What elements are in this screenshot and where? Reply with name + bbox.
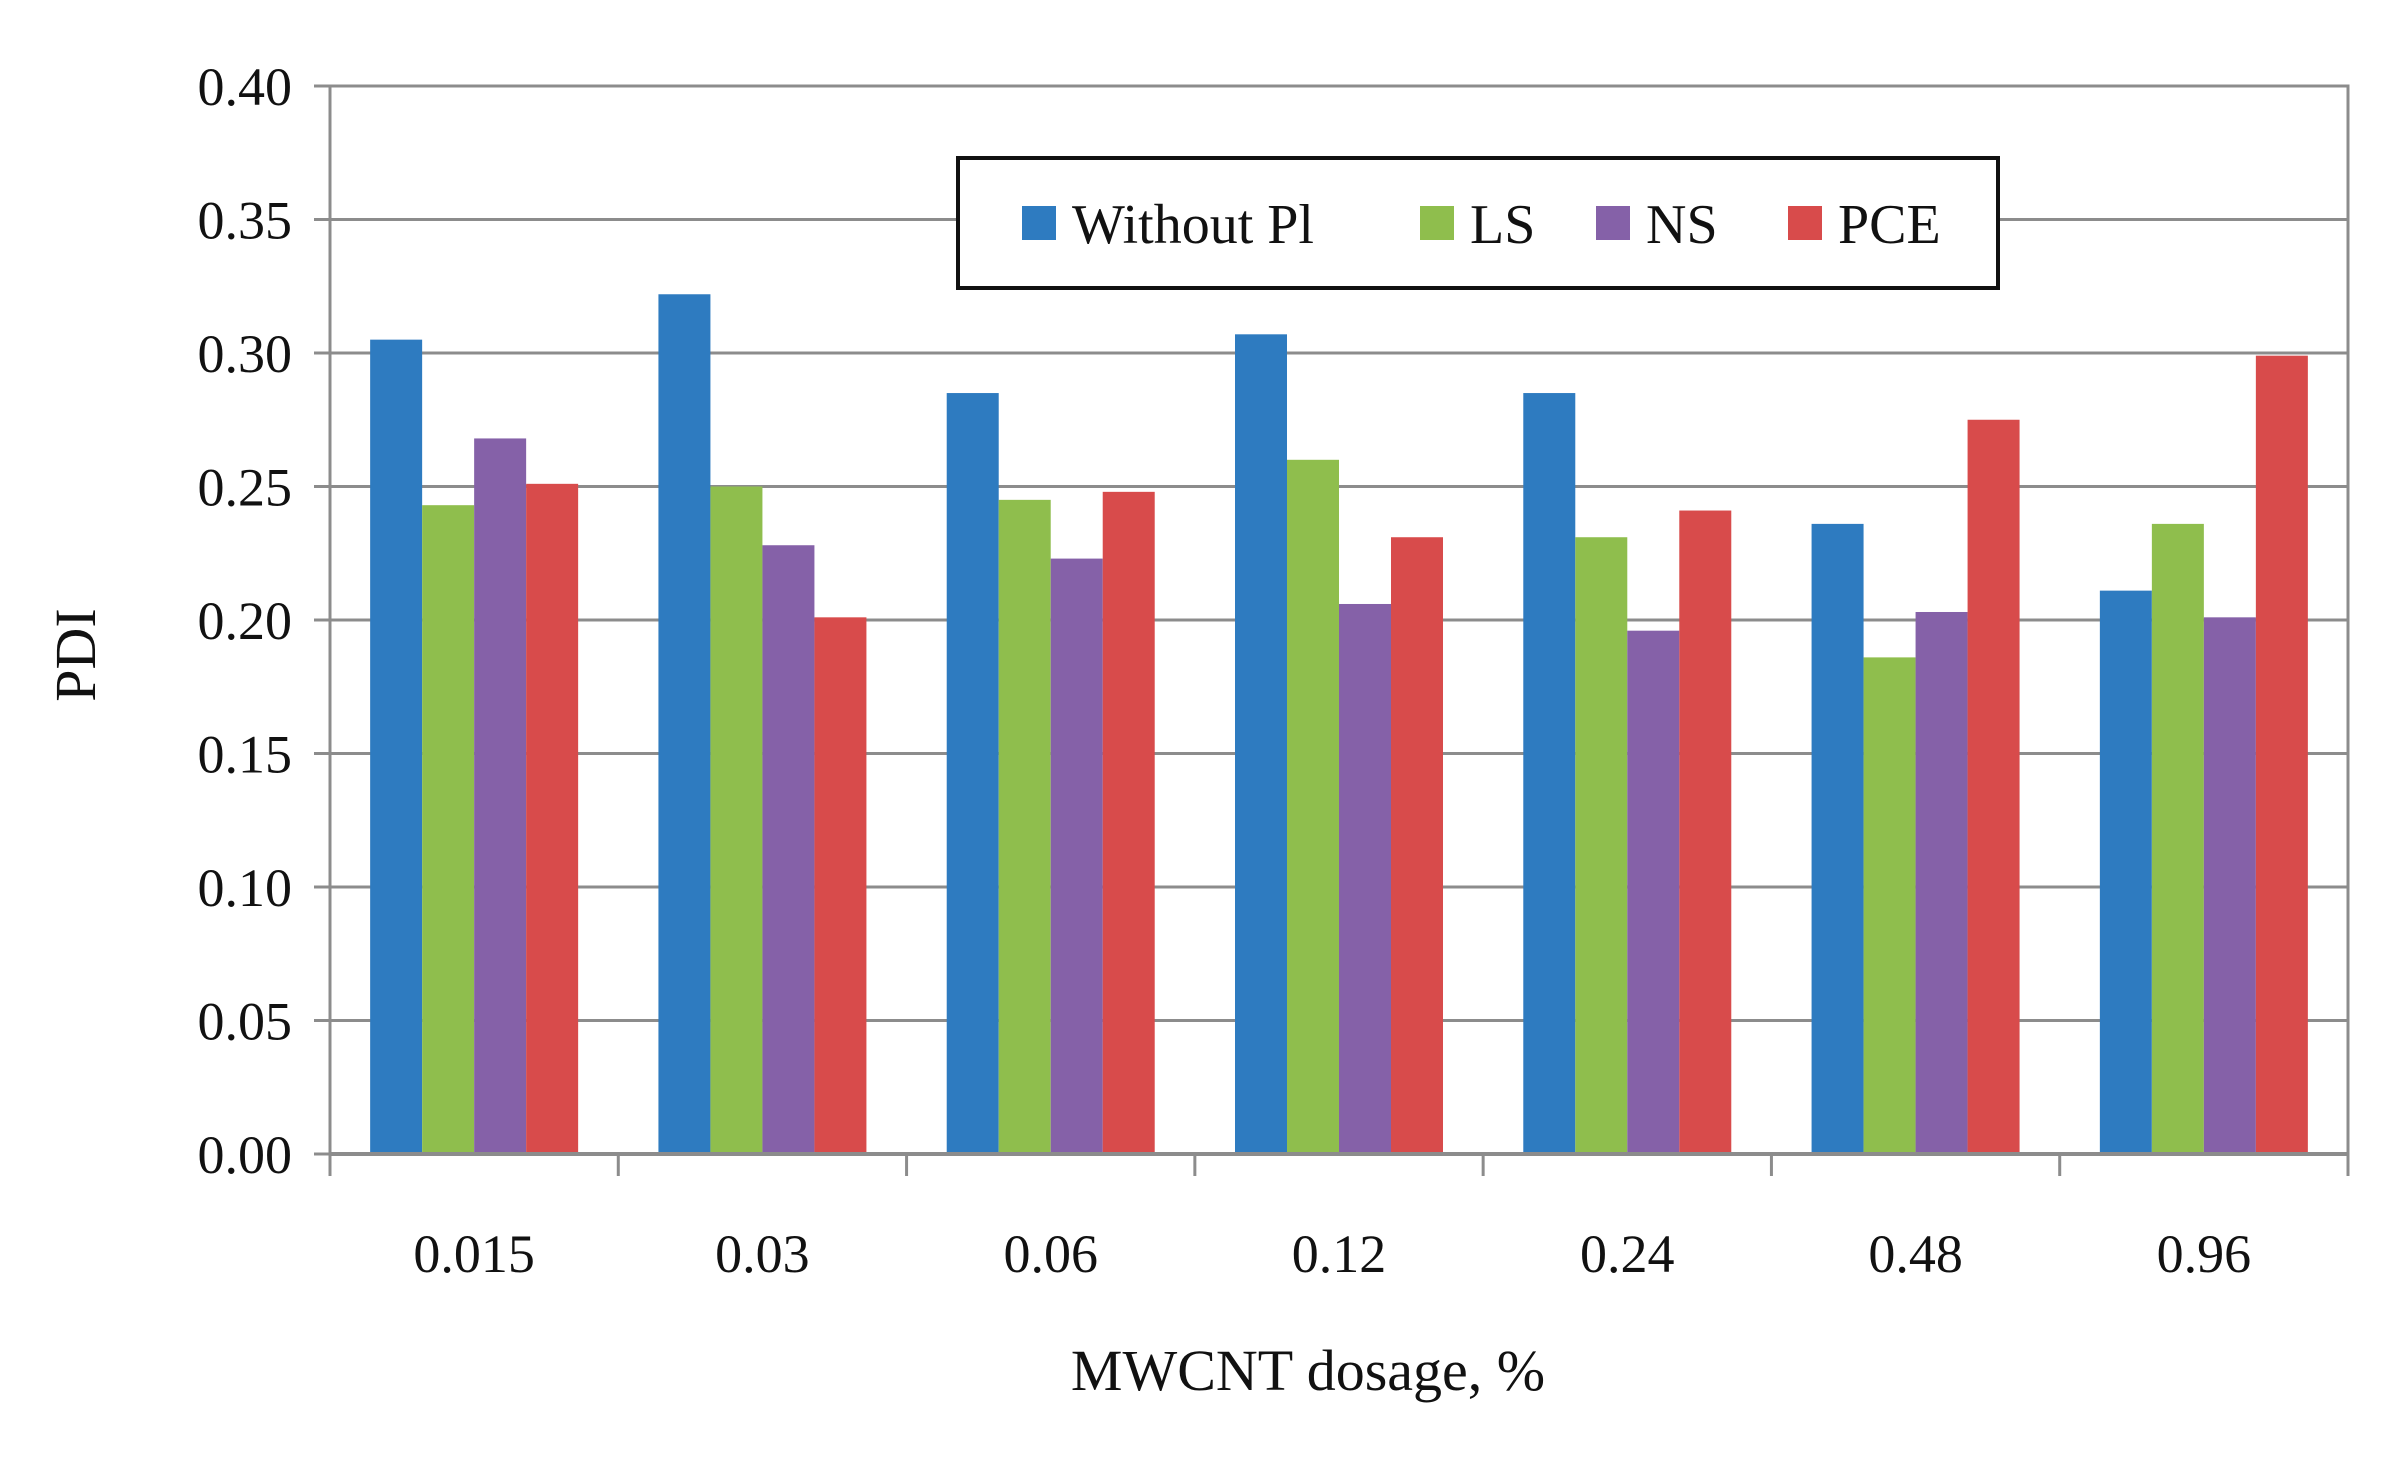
bar-ls-0.015 [422,505,475,1154]
bar-ns-0.06 [1050,558,1103,1154]
legend-swatch-without-pl [1022,206,1056,240]
bar-ns-0.12 [1339,603,1391,1154]
bar-without-pl-0.06 [946,393,999,1154]
bar-without-pl-0.48 [1811,523,1864,1154]
x-tick-label: 0.12 [1292,1224,1387,1284]
bar-pce-0.48 [1967,419,2020,1154]
bar-pce-0.24 [1679,510,1732,1154]
axes [314,84,2350,1176]
x-tick-label: 0.48 [1868,1224,1963,1284]
bar-pce-0.06 [1102,491,1155,1155]
bar-ls-0.03 [710,486,763,1154]
y-tick-label: 0.15 [198,725,293,785]
bar-ls-0.96 [2151,523,2204,1154]
bar-ls-0.06 [998,499,1051,1155]
y-tick-label: 0.05 [198,992,293,1052]
bar-ls-0.12 [1287,459,1339,1154]
bar-without-pl-0.03 [658,294,711,1154]
y-tick-label: 0.25 [198,458,293,518]
x-tick-label: 0.96 [2157,1224,2252,1284]
x-tick-label: 0.06 [1003,1224,1098,1284]
tick-labels: 0.00 0.05 0.10 0.15 0.20 0.25 0.30 0.35 0.40 0.01… [198,57,2252,1284]
bar-without-pl-0.96 [2099,590,2152,1154]
bar-ns-0.48 [1915,611,1968,1154]
legend-label-pce: PCE [1838,194,1941,256]
bar-ls-0.48 [1863,657,1916,1154]
legend-swatch-pce [1788,206,1822,240]
x-tick-label: 0.24 [1580,1224,1675,1284]
bar-without-pl-0.12 [1235,334,1287,1154]
y-tick-label: 0.10 [198,858,293,918]
bar-ns-0.015 [474,438,527,1154]
bars [370,294,2308,1155]
x-axis-title: MWCNT dosage, % [1071,1338,1545,1403]
y-tick-label: 0.40 [198,57,293,117]
y-axis-title: PDI [43,608,108,701]
y-tick-label: 0.00 [198,1125,293,1185]
bar-pce-0.03 [814,617,867,1154]
legend-label-ls: LS [1470,194,1535,256]
bar-pce-0.015 [526,483,579,1155]
legend-label-without-pl: Without Pl [1072,194,1314,256]
legend-label-ns: NS [1646,194,1718,256]
y-tick-label: 0.30 [198,324,293,384]
bar-ls-0.24 [1575,537,1628,1154]
legend: Without Pl LS NS PCE [956,156,2000,290]
x-tick-label: 0.015 [413,1224,535,1284]
bar-ns-0.24 [1627,630,1680,1154]
legend-swatch-ls [1420,206,1454,240]
y-tick-label: 0.20 [198,591,293,651]
bar-pce-0.12 [1391,537,1443,1154]
y-tick-label: 0.35 [198,191,293,251]
bar-pce-0.96 [2255,355,2308,1154]
bar-without-pl-0.24 [1523,393,1576,1154]
bar-ns-0.03 [762,545,815,1154]
legend-box [956,156,2000,290]
bar-without-pl-0.015 [370,339,423,1154]
bar-ns-0.96 [2203,617,2256,1154]
legend-swatch-ns [1596,206,1630,240]
x-tick-label: 0.03 [715,1224,810,1284]
